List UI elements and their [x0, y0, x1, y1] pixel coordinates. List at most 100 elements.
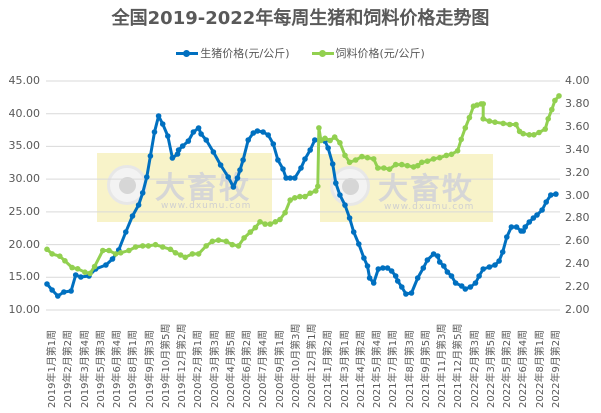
data-point-marker: [526, 132, 533, 138]
y-tick-right: 2.40: [565, 257, 590, 271]
data-point-marker: [337, 192, 343, 198]
data-point-marker: [68, 288, 74, 294]
data-point-marker: [436, 154, 443, 161]
y-tick-left: 30.00: [8, 172, 41, 186]
data-point-marker: [195, 125, 202, 131]
y-tick-left: 25.00: [8, 204, 41, 218]
data-point-marker: [492, 262, 498, 268]
data-point-marker: [257, 219, 263, 225]
data-point-marker: [342, 152, 348, 159]
data-point-marker: [225, 174, 231, 180]
data-point-marker: [312, 137, 318, 143]
data-point-marker: [486, 118, 493, 124]
data-point-marker: [526, 219, 533, 225]
data-point-marker: [147, 153, 154, 159]
data-point-marker: [539, 207, 545, 213]
data-point-marker: [267, 221, 274, 227]
x-tick-label: 2020年12月第1周: [307, 323, 319, 408]
data-point-marker: [106, 247, 112, 254]
data-point-marker: [112, 251, 119, 257]
data-point-marker: [82, 269, 88, 276]
data-point-marker: [346, 159, 353, 166]
data-point-marker: [189, 251, 196, 257]
data-point-marker: [462, 286, 469, 292]
data-point-marker: [476, 273, 482, 279]
data-point-marker: [388, 268, 395, 274]
data-point-marker: [190, 129, 197, 135]
x-tick-label: 2021年7月第1周: [388, 329, 400, 408]
data-point-marker: [531, 132, 537, 138]
data-point-marker: [123, 229, 129, 235]
data-point-marker: [152, 241, 159, 248]
data-point-marker: [443, 152, 450, 159]
data-point-marker: [359, 153, 365, 160]
data-point-marker: [392, 161, 399, 168]
data-point-marker: [245, 137, 251, 143]
watermark-logo-icon: [330, 166, 370, 206]
legend-swatch-feed-icon: [311, 49, 334, 57]
data-point-marker: [265, 132, 272, 138]
data-point-marker: [132, 244, 139, 250]
data-point-marker: [182, 254, 188, 261]
data-point-marker: [454, 148, 461, 154]
data-point-marker: [346, 215, 353, 221]
data-point-marker: [394, 278, 401, 284]
data-point-marker: [452, 280, 459, 286]
data-point-marker: [254, 128, 261, 134]
legend-label-pork: 生猪价格(元/公斤): [200, 47, 290, 60]
data-point-marker: [61, 289, 67, 295]
data-point-marker: [370, 280, 377, 286]
watermark-url: www.dxumu.com: [161, 201, 252, 211]
data-point-marker: [337, 140, 343, 146]
data-point-marker: [315, 183, 321, 190]
data-point-marker: [508, 224, 515, 230]
data-point-marker: [448, 273, 455, 279]
data-point-marker: [209, 238, 216, 245]
legend-item-feed[interactable]: 饲料价格(元/公斤): [311, 45, 425, 61]
watermark-url: www.dxumu.com: [384, 202, 475, 212]
data-point-marker: [466, 114, 473, 121]
data-point-marker: [414, 162, 421, 169]
y-tick-right: 2.80: [565, 211, 590, 225]
y-tick-right: 3.60: [565, 119, 590, 133]
x-tick-label: 2020年6月第2周: [242, 329, 254, 408]
data-point-marker: [287, 197, 294, 203]
feed-price-line: [45, 94, 561, 275]
data-point-marker: [504, 234, 510, 240]
data-point-marker: [78, 274, 84, 280]
data-point-marker: [496, 258, 502, 264]
data-point-marker: [424, 257, 431, 263]
x-tick-label: 2020年2月第1周: [193, 329, 205, 408]
data-point-marker: [292, 195, 298, 201]
y-tick-left: 15.00: [8, 270, 41, 284]
data-point-marker: [556, 93, 562, 99]
data-point-marker: [185, 138, 192, 144]
data-point-marker: [384, 265, 391, 271]
data-point-marker: [399, 161, 405, 168]
legend-item-pork[interactable]: 生猪价格(元/公斤): [176, 45, 290, 61]
data-point-marker: [480, 116, 487, 122]
x-tick-label: 2019年1月第1周: [47, 329, 58, 408]
data-point-marker: [342, 202, 348, 208]
data-point-marker: [44, 246, 50, 253]
x-tick-label: 2020年10月第3周: [290, 323, 302, 408]
data-point-marker: [126, 247, 132, 254]
data-point-marker: [424, 158, 431, 164]
x-tick-label: 2022年6月第4周: [518, 329, 530, 408]
data-point-marker: [210, 149, 217, 155]
data-point-marker: [436, 259, 443, 265]
watermark-name: 大畜牧: [378, 172, 474, 207]
x-tick-label: 2021年4月第2周: [355, 329, 367, 408]
data-point-marker: [203, 137, 209, 143]
x-tick-label: 2021年3月第1周: [339, 329, 351, 408]
data-point-marker: [49, 287, 55, 293]
y-tick-left: 10.00: [8, 303, 41, 316]
data-point-marker: [280, 166, 286, 172]
y-tick-right: 2.00: [565, 303, 590, 316]
x-tick-label: 2019年12月第2周: [177, 323, 189, 408]
data-point-marker: [316, 125, 322, 131]
data-point-marker: [444, 269, 451, 275]
data-point-marker: [419, 159, 425, 166]
data-point-marker: [237, 167, 243, 173]
data-point-marker: [403, 291, 409, 297]
